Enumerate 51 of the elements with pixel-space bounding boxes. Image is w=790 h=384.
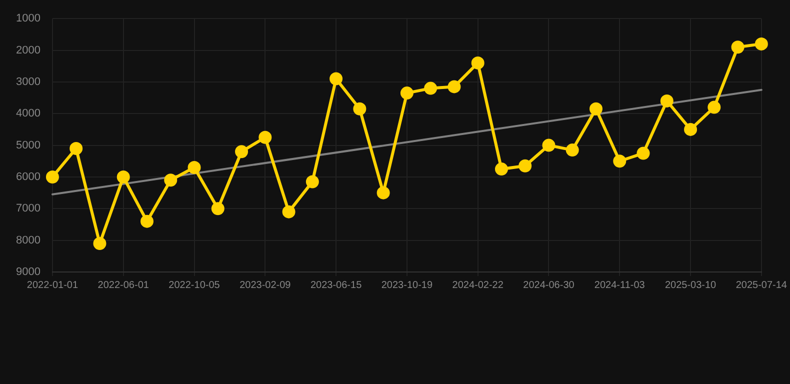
point bbox=[282, 205, 296, 218]
x-tick-label: 2023-10-19 bbox=[381, 280, 433, 291]
y-tick-label: 7000 bbox=[16, 202, 40, 215]
x-tick-label: 2023-06-15 bbox=[310, 280, 362, 291]
point bbox=[93, 236, 106, 250]
x-tick-label: 2024-02-22 bbox=[452, 280, 504, 291]
point bbox=[613, 154, 626, 168]
x-tick-label: 2023-02-09 bbox=[240, 280, 292, 291]
point bbox=[731, 40, 744, 54]
x-tick-label: 2022-01-01 bbox=[26, 280, 78, 291]
point bbox=[400, 86, 414, 100]
point bbox=[754, 37, 768, 50]
y-tick-label: 5000 bbox=[16, 139, 40, 152]
point bbox=[542, 138, 556, 152]
point bbox=[684, 122, 698, 136]
x-tick-label: 2024-11-03 bbox=[594, 280, 646, 291]
point bbox=[660, 94, 674, 108]
point bbox=[140, 214, 154, 228]
point bbox=[116, 170, 130, 184]
point bbox=[518, 159, 532, 172]
point bbox=[376, 186, 390, 200]
point bbox=[306, 175, 319, 188]
point bbox=[211, 202, 224, 216]
x-tick-label: 2022-10-05 bbox=[168, 280, 220, 291]
point bbox=[235, 145, 248, 158]
point bbox=[164, 174, 178, 187]
y-tick-label: 6000 bbox=[16, 171, 40, 184]
y-tick-label: 8000 bbox=[16, 234, 40, 246]
point bbox=[46, 170, 59, 184]
y-tick-label: 2000 bbox=[16, 44, 40, 56]
point bbox=[330, 72, 343, 86]
x-tick-label: 2025-07-14 bbox=[736, 280, 788, 291]
point bbox=[70, 142, 83, 155]
point bbox=[494, 162, 508, 176]
point bbox=[636, 146, 650, 160]
point bbox=[424, 82, 438, 95]
y-tick-label: 4000 bbox=[16, 108, 40, 120]
point bbox=[258, 130, 272, 144]
x-tick-label: 2022-06-01 bbox=[98, 280, 150, 291]
y-tick-label: 9000 bbox=[16, 266, 40, 278]
point bbox=[188, 160, 201, 174]
point bbox=[471, 56, 484, 70]
point bbox=[448, 80, 461, 94]
y-tick-label: 1000 bbox=[16, 12, 40, 25]
x-tick-label: 2025-03-10 bbox=[664, 280, 717, 291]
point bbox=[590, 102, 602, 116]
y-tick-label: 3000 bbox=[16, 76, 40, 88]
x-tick-label: 2024-06-30 bbox=[523, 280, 575, 291]
point bbox=[708, 100, 721, 114]
point bbox=[566, 144, 579, 157]
point bbox=[353, 102, 366, 116]
